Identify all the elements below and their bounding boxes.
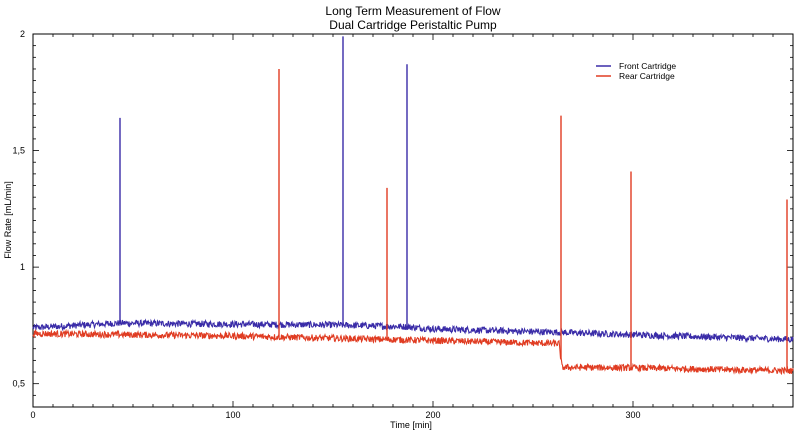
y-tick-label: 0,5 xyxy=(12,379,25,389)
legend-label-rear: Rear Cartridge xyxy=(619,71,675,81)
y-tick-label: 1 xyxy=(20,262,25,272)
series-1 xyxy=(32,68,794,376)
x-tick-label: 300 xyxy=(625,410,640,420)
legend-label-front: Front Cartridge xyxy=(619,61,676,71)
x-axis-label: Time [min] xyxy=(390,420,432,430)
chart-title: Long Term Measurement of Flow xyxy=(325,4,501,18)
x-tick-label: 0 xyxy=(30,410,35,420)
y-tick-label: 1,5 xyxy=(12,146,25,156)
y-tick-label: 2 xyxy=(20,29,25,39)
series-line xyxy=(32,328,794,376)
series-0 xyxy=(32,36,794,344)
x-tick-label: 200 xyxy=(425,410,440,420)
chart-subtitle: Dual Cartridge Peristaltic Pump xyxy=(329,18,497,32)
plot-frame xyxy=(32,33,794,408)
y-axis-label: Flow Rate [mL/min] xyxy=(3,181,13,259)
axis-ticks: 0 100 200 300 0,5 1 1,5 2 xyxy=(12,29,794,420)
series-layer xyxy=(32,36,794,376)
x-tick-label: 100 xyxy=(225,410,240,420)
series-line xyxy=(32,318,794,344)
legend: Front Cartridge Rear Cartridge xyxy=(596,61,676,81)
